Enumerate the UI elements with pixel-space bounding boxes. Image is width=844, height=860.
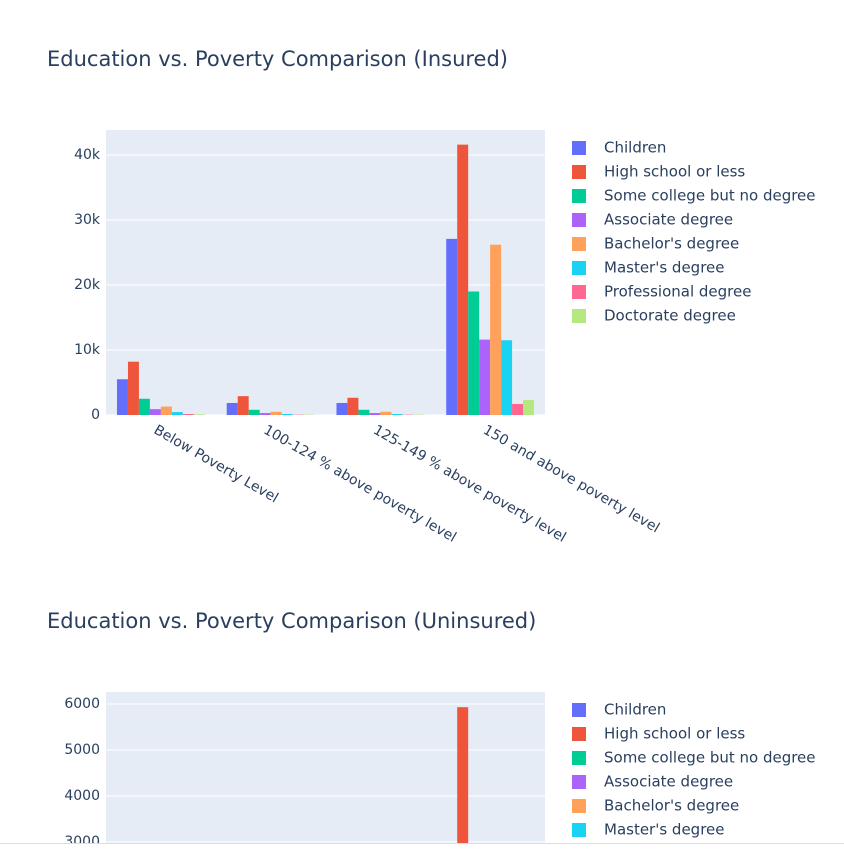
legend-swatch [572, 285, 586, 299]
bar [248, 409, 260, 415]
y-tick-label: 10k [74, 342, 101, 358]
bar [446, 238, 458, 415]
bar [336, 402, 348, 415]
legend-label: Children [604, 701, 666, 719]
y-tick-label: 20k [74, 277, 101, 293]
bar [468, 291, 480, 415]
chart-title: Education vs. Poverty Comparison (Insure… [47, 47, 508, 71]
bar [490, 244, 502, 415]
legend-label: Master's degree [604, 259, 725, 277]
legend-label: Children [604, 139, 666, 157]
plot-area [106, 692, 545, 843]
legend-label: High school or less [604, 163, 745, 181]
y-tick-label: 4000 [64, 788, 100, 804]
legend-swatch [572, 823, 586, 837]
bar [259, 413, 271, 415]
legend-label: Professional degree [604, 283, 751, 301]
chart-insured: Education vs. Poverty Comparison (Insure… [47, 47, 816, 546]
bar [501, 340, 513, 415]
y-tick-label: 0 [91, 407, 100, 423]
legend-label: Some college but no degree [604, 187, 816, 205]
bar [193, 414, 205, 415]
bar [270, 411, 282, 415]
bar [391, 414, 403, 415]
legend-label: Associate degree [604, 773, 733, 791]
bar [127, 361, 139, 415]
y-tick-label: 5000 [64, 742, 100, 758]
bar [380, 411, 392, 415]
x-tick-label: 100-124 % above poverty level [261, 422, 459, 546]
chart-title: Education vs. Poverty Comparison (Uninsu… [47, 609, 536, 633]
x-tick-label: 125-149 % above poverty level [370, 422, 568, 546]
bar [171, 412, 183, 415]
y-tick-label: 30k [74, 212, 101, 228]
legend-swatch [572, 189, 586, 203]
legend-swatch [572, 165, 586, 179]
bar [358, 409, 370, 415]
legend-swatch [572, 703, 586, 717]
bar [160, 406, 172, 415]
y-tick-label: 40k [74, 147, 101, 163]
y-tick-label: 3000 [64, 834, 100, 850]
legend-label: High school or less [604, 725, 745, 743]
bar [479, 339, 491, 415]
legend-swatch [572, 237, 586, 251]
bar [512, 403, 524, 415]
legend-label: Some college but no degree [604, 749, 816, 767]
legend-label: Master's degree [604, 821, 725, 839]
bar [226, 402, 238, 415]
chart-uninsured: Education vs. Poverty Comparison (Uninsu… [47, 609, 816, 850]
bar [182, 414, 194, 415]
bar [457, 144, 469, 415]
legend-swatch [572, 727, 586, 741]
legend-label: Doctorate degree [604, 307, 736, 325]
legend-label: Bachelor's degree [604, 797, 739, 815]
bar [281, 414, 293, 415]
legend-swatch [572, 799, 586, 813]
legend-swatch [572, 213, 586, 227]
legend-swatch [572, 141, 586, 155]
bar [523, 400, 535, 415]
bar [138, 398, 150, 415]
bar [457, 707, 469, 843]
legend-swatch [572, 775, 586, 789]
bar [237, 396, 249, 415]
legend-swatch [572, 751, 586, 765]
bar [347, 397, 359, 415]
legend-label: Bachelor's degree [604, 235, 739, 253]
legend-swatch [572, 261, 586, 275]
legend-swatch [572, 309, 586, 323]
y-tick-label: 6000 [64, 696, 100, 712]
bar [149, 409, 161, 415]
bar [116, 379, 128, 415]
x-tick-label: 150 and above poverty level [480, 422, 662, 536]
bar [369, 413, 381, 415]
legend-label: Associate degree [604, 211, 733, 229]
